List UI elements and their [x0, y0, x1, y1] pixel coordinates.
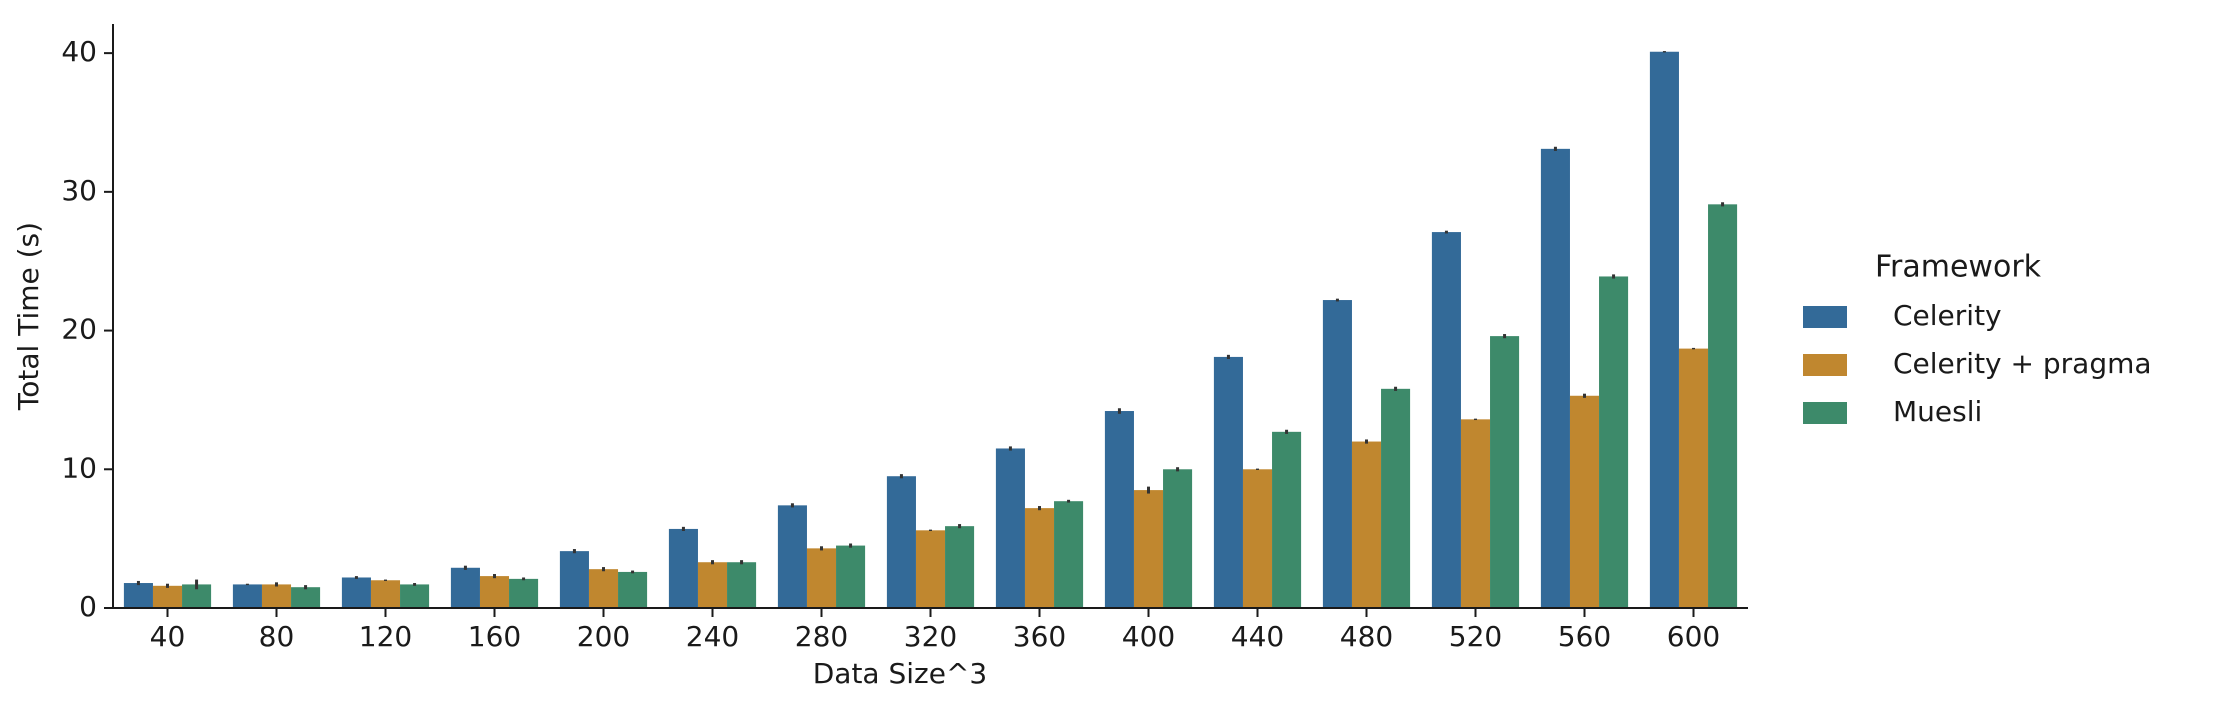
legend-label: Celerity + pragma: [1893, 347, 2152, 380]
legend-swatch: [1803, 354, 1847, 376]
legend-label: Celerity: [1893, 299, 2002, 332]
x-tick-label: 560: [1558, 620, 1611, 653]
bar: [123, 583, 153, 608]
bar: [1599, 276, 1629, 608]
y-tick-label: 0: [79, 590, 97, 623]
bar: [1272, 431, 1302, 608]
bar: [450, 567, 480, 608]
bar: [1381, 388, 1411, 608]
bar: [1649, 51, 1679, 608]
bar: [995, 448, 1025, 608]
bar: [1351, 441, 1382, 608]
bar: [1322, 300, 1352, 608]
legend-title: Framework: [1875, 250, 2042, 285]
bar: [836, 545, 866, 608]
legend-swatch: [1803, 402, 1847, 424]
x-tick-label: 280: [795, 620, 848, 653]
x-tick-label: 600: [1667, 620, 1720, 653]
y-tick-label: 40: [61, 35, 97, 68]
bar: [915, 530, 946, 608]
bar: [232, 584, 262, 608]
bar: [668, 528, 698, 608]
bar: [1163, 469, 1193, 608]
bar: [886, 476, 916, 608]
x-tick-label: 440: [1231, 620, 1284, 653]
x-tick-label: 240: [686, 620, 739, 653]
x-axis-title: Data Size^3: [813, 657, 988, 690]
bar: [291, 587, 321, 608]
bar: [1678, 348, 1709, 608]
bar: [1490, 336, 1520, 608]
bar: [1024, 508, 1055, 608]
legend-label: Muesli: [1893, 395, 1982, 428]
y-tick-label: 30: [61, 174, 97, 207]
x-tick-label: 520: [1449, 620, 1502, 653]
bar: [370, 580, 401, 608]
bar: [618, 571, 648, 608]
bar: [588, 569, 619, 608]
bar: [806, 548, 837, 608]
y-tick-label: 20: [61, 313, 97, 346]
bar: [559, 551, 589, 608]
bar: [341, 577, 371, 608]
bar: [1431, 232, 1461, 609]
x-tick-label: 80: [259, 620, 295, 653]
bar: [1708, 204, 1738, 609]
x-tick-label: 160: [468, 620, 521, 653]
y-tick-label: 10: [61, 451, 97, 484]
bar: [1460, 419, 1491, 608]
bar: [697, 562, 728, 608]
x-tick-label: 400: [1122, 620, 1175, 653]
x-tick-label: 200: [577, 620, 630, 653]
bar: [509, 578, 539, 608]
bar: [1242, 469, 1273, 608]
bar: [1104, 411, 1134, 608]
bar: [1213, 356, 1243, 608]
bar: [727, 562, 757, 608]
bar: [1569, 395, 1600, 608]
y-axis-title: Total Time (s): [12, 222, 45, 411]
bar: [1054, 501, 1084, 608]
x-tick-label: 40: [150, 620, 186, 653]
x-tick-label: 360: [1013, 620, 1066, 653]
x-tick-label: 320: [904, 620, 957, 653]
bar: [400, 584, 430, 608]
bar: [777, 505, 807, 608]
x-tick-label: 120: [359, 620, 412, 653]
bar: [1133, 490, 1164, 608]
x-tick-label: 480: [1340, 620, 1393, 653]
bar: [945, 526, 975, 608]
legend-swatch: [1803, 306, 1847, 328]
bar: [152, 585, 183, 608]
bar: [1540, 148, 1570, 608]
bar: [479, 576, 510, 608]
bar: [182, 584, 212, 608]
bar: [261, 584, 292, 608]
